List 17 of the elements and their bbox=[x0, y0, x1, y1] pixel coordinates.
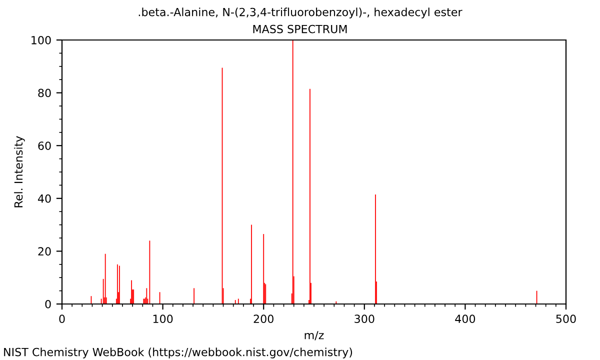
x-tick-label: 200 bbox=[254, 314, 274, 324]
x-tick-label: 0 bbox=[59, 314, 65, 324]
x-tick-label: 400 bbox=[455, 314, 476, 324]
x-tick-label: 500 bbox=[556, 314, 576, 324]
x-tick-label: 100 bbox=[153, 314, 173, 324]
y-tick-label: 40 bbox=[38, 194, 51, 203]
chart-subtitle: MASS SPECTRUM bbox=[253, 24, 347, 34]
y-tick-label: 0 bbox=[45, 300, 51, 308]
text: NIST Chemistry WebBook (https://webbook.nist.gov/chemistry) bbox=[4, 348, 352, 358]
chart-title: .beta.-Alanine, N-(2,3,4-trifluorobenzoyl)-, hexadecyl ester bbox=[138, 8, 462, 18]
y-tick-label: 60 bbox=[38, 142, 51, 150]
x-axis-title: m/z bbox=[304, 331, 324, 340]
x-tick-label: 300 bbox=[354, 314, 374, 324]
y-tick-label: 20 bbox=[38, 247, 51, 256]
y-axis-title: Rel. Intensity bbox=[14, 136, 25, 208]
y-tick-label: 80 bbox=[38, 88, 51, 98]
y-tick-label: 100 bbox=[32, 36, 51, 44]
